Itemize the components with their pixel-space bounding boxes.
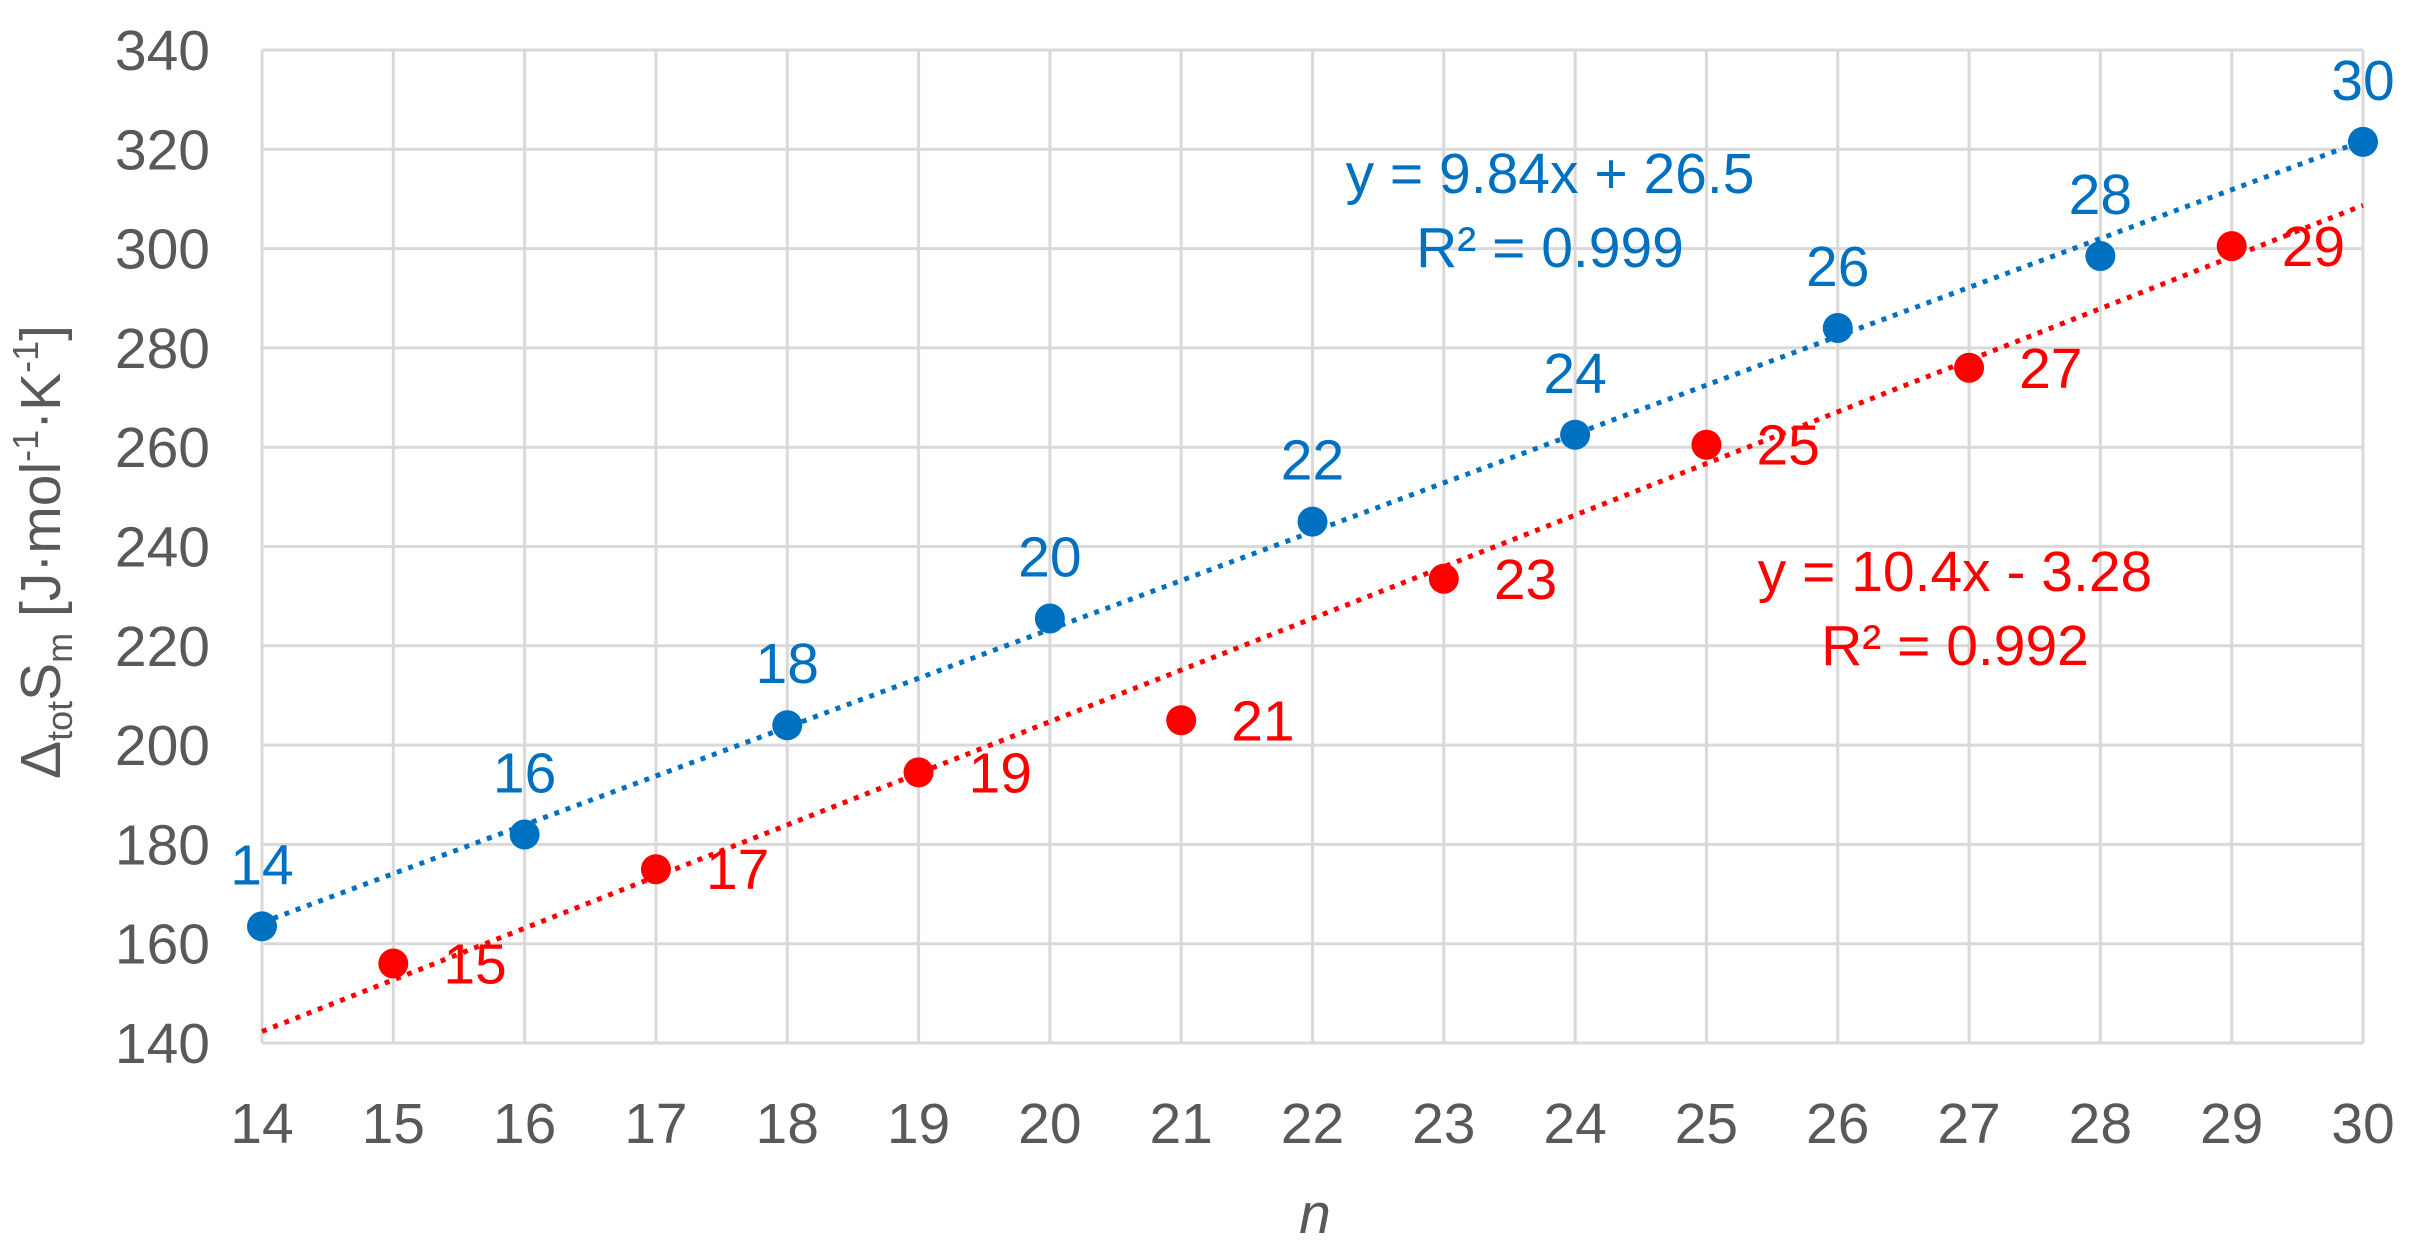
blue-point-label: 28 [2069, 163, 2132, 227]
x-tick-label: 27 [1937, 1092, 2000, 1156]
blue-data-point [772, 710, 803, 741]
red-data-point [903, 757, 934, 788]
x-tick-label: 16 [493, 1092, 556, 1156]
y-tick-label: 320 [115, 118, 210, 182]
blue-trend-r2: R² = 0.999 [1416, 216, 1684, 280]
red-point-label: 25 [1756, 414, 1819, 478]
red-point-label: 27 [2019, 337, 2082, 401]
x-tick-label: 25 [1675, 1092, 1738, 1156]
x-tick-label: 20 [1018, 1092, 1081, 1156]
blue-point-label: 20 [1018, 525, 1081, 589]
x-tick-label: 17 [624, 1092, 687, 1156]
blue-data-point [1034, 603, 1065, 634]
red-point-label: 15 [443, 933, 506, 997]
blue-point-label: 22 [1281, 429, 1344, 493]
x-tick-label: 18 [756, 1092, 819, 1156]
x-tick-labels: 14 15 16 17 18 19 20 21 22 23 24 25 26 27 28 29 30 [230, 1092, 2394, 1156]
y-tick-label: 180 [115, 813, 210, 877]
x-tick-label: 26 [1806, 1092, 1869, 1156]
y-axis-title: ΔtotSm [J·mol-1·K-1] [5, 325, 80, 779]
red-point-label: 29 [2282, 215, 2345, 279]
red-trend-equation: y = 10.4x - 3.28 [1758, 540, 2153, 604]
y-tick-label: 300 [115, 218, 210, 282]
x-tick-label: 21 [1149, 1092, 1212, 1156]
y-tick-label: 220 [115, 615, 210, 679]
y-tick-label: 200 [115, 714, 210, 778]
blue-data-point [247, 911, 277, 942]
blue-data-point [509, 819, 540, 850]
red-data-point [1954, 352, 1985, 383]
red-data-point [1428, 563, 1459, 594]
y-tick-label: 340 [115, 19, 210, 83]
red-data-point [1166, 705, 1197, 736]
red-trend-r2: R² = 0.992 [1821, 614, 2089, 678]
blue-data-point [1822, 313, 1853, 344]
blue-data-point [1297, 506, 1328, 537]
blue-point-label: 16 [493, 741, 556, 805]
x-tick-label: 30 [2331, 1092, 2394, 1156]
x-tick-label: 14 [230, 1092, 293, 1156]
blue-trend-equation: y = 9.84x + 26.5 [1346, 142, 1755, 206]
x-tick-label: 19 [887, 1092, 950, 1156]
x-axis-title: n [1299, 1182, 1331, 1246]
y-tick-label: 240 [115, 516, 210, 580]
red-point-label: 17 [706, 838, 769, 902]
y-tick-label: 160 [115, 913, 210, 977]
red-data-point [1691, 429, 1722, 460]
red-point-label: 19 [969, 741, 1032, 805]
blue-point-label: 26 [1806, 235, 1869, 299]
y-tick-label: 280 [115, 317, 210, 381]
red-data-point [640, 854, 671, 885]
data-point-labels: 14 16 18 20 22 24 26 28 30 15 17 19 21 23 25 27 29 [230, 49, 2394, 997]
x-tick-label: 29 [2200, 1092, 2263, 1156]
red-data-point [378, 948, 409, 979]
red-point-label: 23 [1494, 548, 1557, 612]
data-points [247, 126, 2378, 979]
x-tick-label: 23 [1412, 1092, 1475, 1156]
y-tick-label: 140 [115, 1012, 210, 1076]
x-tick-label: 22 [1281, 1092, 1344, 1156]
red-data-point [2216, 231, 2247, 262]
blue-data-point [2348, 126, 2378, 157]
blue-point-label: 24 [1543, 342, 1606, 406]
gridlines [260, 48, 2365, 1045]
blue-point-label: 18 [756, 632, 819, 696]
red-trendline [261, 202, 2364, 1034]
blue-point-label: 14 [230, 833, 293, 897]
x-tick-label: 28 [2069, 1092, 2132, 1156]
blue-data-point [1560, 419, 1591, 450]
x-tick-label: 15 [362, 1092, 425, 1156]
red-point-label: 21 [1231, 689, 1294, 753]
blue-point-label: 30 [2331, 49, 2394, 113]
y-tick-label: 260 [115, 416, 210, 480]
y-tick-labels: 140 160 180 200 220 240 260 280 300 320 340 [115, 19, 210, 1076]
blue-data-point [2085, 241, 2116, 272]
x-tick-label: 24 [1543, 1092, 1606, 1156]
